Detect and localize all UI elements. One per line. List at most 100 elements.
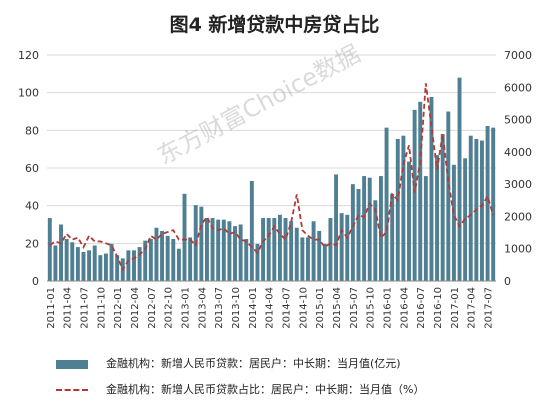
bar xyxy=(328,218,333,281)
bar xyxy=(311,221,316,281)
x-tick-label: 2015-07 xyxy=(349,287,360,329)
bar xyxy=(59,224,63,281)
bar xyxy=(401,135,406,281)
y-axis-right: 0 1000 2000 3000 4000 5000 6000 7000 xyxy=(504,49,532,288)
x-tick-label: 2014-01 xyxy=(248,287,259,329)
bar xyxy=(440,134,445,281)
y-right-tick-label: 1000 xyxy=(504,243,532,256)
chart-title: 图4 新增贷款中房贷占比 xyxy=(169,14,380,36)
bar xyxy=(362,176,367,281)
legend-swatch-line xyxy=(56,389,88,391)
bar xyxy=(137,247,142,281)
bar xyxy=(143,240,148,281)
x-tick-label: 2014-04 xyxy=(265,287,276,329)
y-right-tick-label: 6000 xyxy=(504,81,532,94)
x-tick-label: 2011-01 xyxy=(46,287,57,329)
x-tick-label: 2017-04 xyxy=(467,287,478,329)
bar xyxy=(435,155,440,281)
bar xyxy=(70,242,75,281)
x-tick-label: 2014-07 xyxy=(282,287,293,329)
y-right-tick-label: 2000 xyxy=(504,210,532,223)
bar xyxy=(300,237,305,281)
bar xyxy=(249,180,254,281)
y-axis-left: 0 20 40 60 80 100 120 xyxy=(18,49,39,288)
bar xyxy=(216,219,221,281)
bar xyxy=(412,109,417,281)
bar xyxy=(390,193,395,281)
y-left-tick-label: 80 xyxy=(25,124,39,137)
x-tick-label: 2011-07 xyxy=(80,287,91,329)
bar xyxy=(451,164,456,281)
bar xyxy=(356,188,361,281)
y-left-tick-label: 60 xyxy=(25,162,39,175)
bar xyxy=(266,218,271,281)
line-series xyxy=(49,83,495,272)
bar xyxy=(367,177,372,281)
y-left-tick-label: 120 xyxy=(18,49,39,62)
bar xyxy=(395,138,400,281)
bar xyxy=(64,239,69,281)
bar xyxy=(244,239,249,281)
x-tick-label: 2012-10 xyxy=(164,287,175,329)
x-tick-label: 2014-10 xyxy=(298,287,309,329)
bar xyxy=(221,219,226,281)
x-tick-label: 2016-07 xyxy=(416,287,427,329)
x-tick-label: 2015-01 xyxy=(315,287,326,329)
bar xyxy=(154,227,159,281)
bar xyxy=(233,226,237,281)
x-tick-label: 2013-04 xyxy=(197,287,208,329)
y-right-tick-label: 0 xyxy=(504,275,511,288)
y-right-tick-label: 7000 xyxy=(504,49,532,62)
x-tick-label: 2013-10 xyxy=(231,287,242,329)
bar xyxy=(294,227,299,281)
bar xyxy=(306,237,310,281)
y-left-tick-label: 40 xyxy=(25,200,39,213)
bar xyxy=(238,224,243,281)
x-tick-label: 2017-07 xyxy=(484,287,495,329)
bar xyxy=(92,245,97,281)
bar xyxy=(227,221,232,281)
bar xyxy=(255,243,260,281)
bar xyxy=(339,213,344,281)
bar xyxy=(171,239,176,281)
bar xyxy=(468,135,473,281)
y-right-tick-label: 4000 xyxy=(504,146,532,159)
bar xyxy=(176,248,181,281)
bar xyxy=(204,218,209,281)
bar xyxy=(109,243,114,281)
x-tick-label: 2012-04 xyxy=(130,287,141,329)
bar xyxy=(480,140,484,281)
y-right-tick-label: 3000 xyxy=(504,178,532,191)
y-left-tick-label: 100 xyxy=(18,87,39,100)
bar xyxy=(457,77,462,281)
bar xyxy=(148,239,153,281)
legend-label-bar: 金融机构：新增人民币贷款：居民户：中长期：当月值(亿元) xyxy=(106,357,401,370)
bar xyxy=(322,243,327,281)
bar xyxy=(491,127,496,282)
x-tick-label: 2016-04 xyxy=(399,287,410,329)
y-left-tick-label: 20 xyxy=(25,237,39,250)
x-tick-label: 2016-10 xyxy=(433,287,444,329)
bar xyxy=(210,218,215,281)
bar xyxy=(75,247,80,281)
y-right-tick-label: 5000 xyxy=(504,114,532,127)
bar xyxy=(423,176,428,281)
bar xyxy=(81,251,86,281)
x-tick-label: 2011-10 xyxy=(96,287,107,329)
bar xyxy=(103,253,108,281)
bar xyxy=(485,126,490,282)
x-tick-label: 2012-01 xyxy=(113,287,124,329)
x-tick-label: 2013-01 xyxy=(181,287,192,329)
bar xyxy=(429,96,434,281)
y-left-tick-label: 0 xyxy=(32,275,39,288)
bar xyxy=(188,237,193,281)
bar xyxy=(87,250,92,281)
bar xyxy=(317,230,322,281)
bar xyxy=(47,218,52,281)
bar xyxy=(165,235,170,281)
legend-item-bar: 金融机构：新增人民币贷款：居民户：中长期：当月值(亿元) xyxy=(56,355,401,371)
bar xyxy=(115,255,120,281)
bar xyxy=(126,250,131,281)
